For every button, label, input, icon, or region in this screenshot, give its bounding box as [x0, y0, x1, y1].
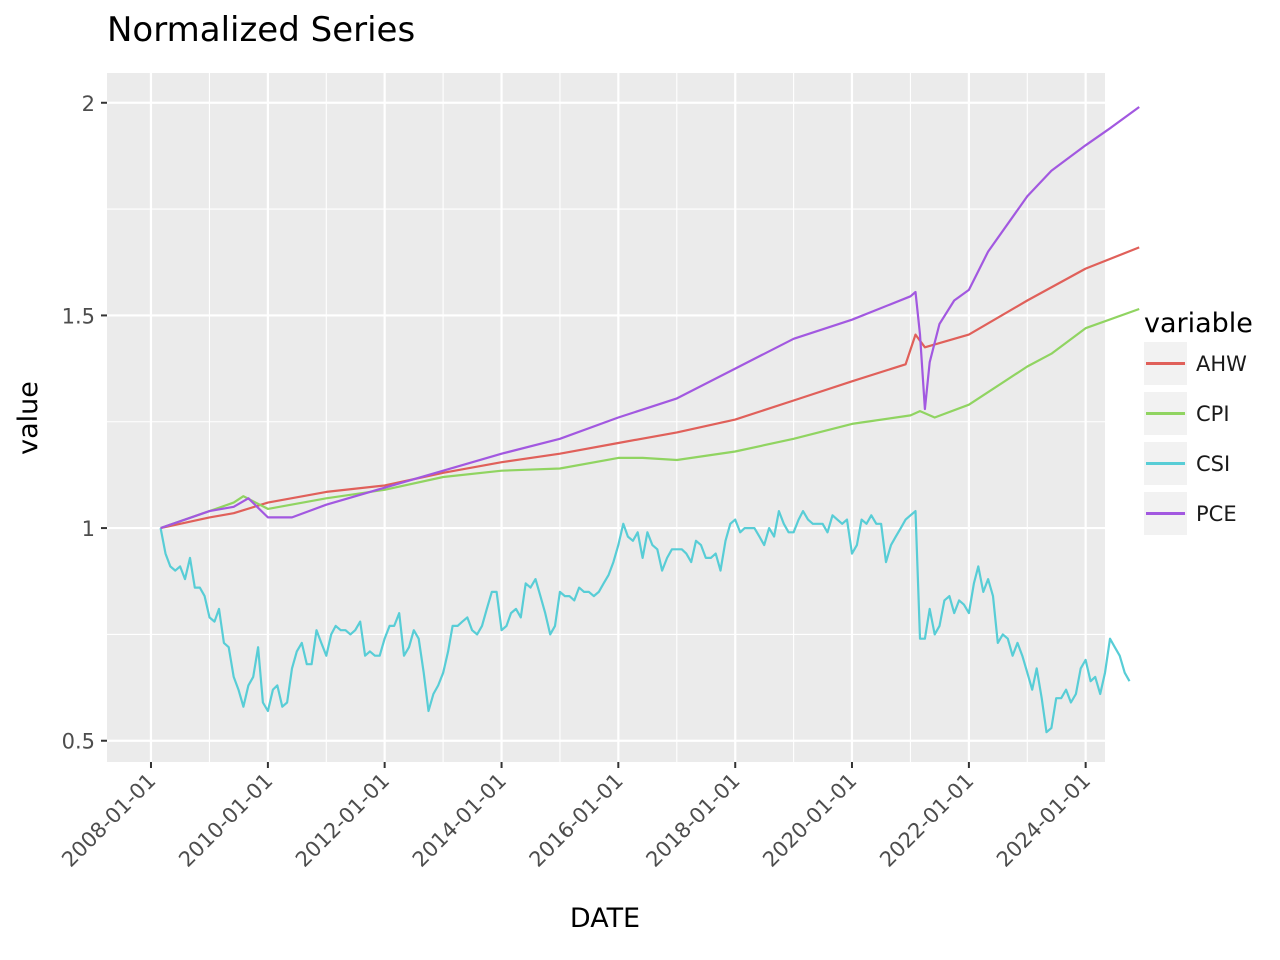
legend: variable AHW CPI CSI PCE [1144, 308, 1253, 535]
legend-item-ahw: AHW [1144, 342, 1247, 385]
plot-panel [107, 73, 1105, 762]
x-tick-label: 2022-01-01 [875, 769, 978, 872]
y-tick-label: 1.5 [62, 304, 95, 328]
y-tick-label: 1 [82, 517, 95, 541]
legend-label: CPI [1196, 402, 1230, 426]
chart-title: Normalized Series [107, 10, 415, 50]
legend-label: CSI [1196, 452, 1230, 476]
x-tick-label: 2020-01-01 [758, 769, 861, 872]
series-line-pce [160, 106, 1140, 530]
series-line-csi [159, 510, 1131, 734]
y-axis: 0.5 1 1.5 2 [62, 92, 107, 754]
x-tick-label: 2018-01-01 [641, 769, 744, 872]
x-tick-label: 2012-01-01 [291, 769, 394, 872]
legend-item-cpi: CPI [1144, 392, 1230, 435]
legend-item-csi: CSI [1144, 442, 1230, 485]
series-line-ahw [160, 246, 1140, 530]
series-line-cpi [160, 307, 1140, 530]
x-axis: 2008-01-01 2010-01-01 2012-01-01 2014-01-01… [57, 762, 1095, 872]
y-axis-title: value [13, 381, 44, 455]
x-tick-label: 2024-01-01 [992, 769, 1095, 872]
legend-label: PCE [1196, 502, 1237, 526]
x-tick-label: 2008-01-01 [57, 769, 160, 872]
x-tick-label: 2010-01-01 [174, 769, 277, 872]
major-gridlines [107, 73, 1105, 762]
legend-title: variable [1144, 308, 1253, 339]
x-axis-title: DATE [570, 903, 640, 934]
y-tick-label: 2 [82, 92, 95, 116]
x-tick-label: 2016-01-01 [525, 769, 628, 872]
legend-items: AHW CPI CSI PCE [1144, 342, 1247, 535]
legend-label: AHW [1196, 352, 1247, 376]
y-tick-label: 0.5 [62, 730, 95, 754]
legend-item-pce: PCE [1144, 492, 1237, 535]
series-layer [159, 106, 1140, 734]
x-tick-label: 2014-01-01 [408, 769, 511, 872]
